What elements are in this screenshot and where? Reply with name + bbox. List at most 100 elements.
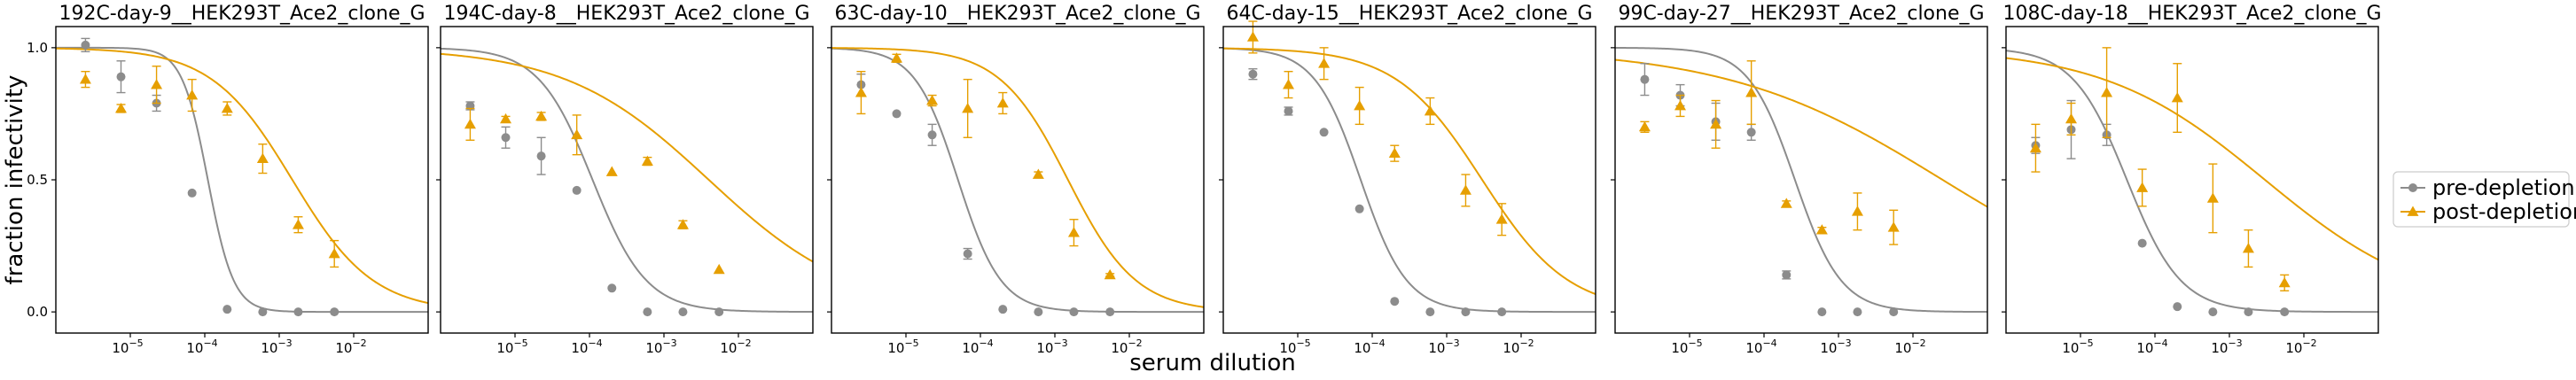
x-axis-title: serum dilution xyxy=(1129,350,1296,376)
plot-frame xyxy=(831,26,1205,334)
point-pre-depletion xyxy=(116,72,126,81)
point-post-depletion xyxy=(1851,206,1863,216)
fit-curve-post-depletion xyxy=(1614,58,1988,208)
point-post-depletion xyxy=(186,89,199,100)
point-post-depletion xyxy=(996,97,1009,108)
point-post-depletion xyxy=(1780,198,1792,208)
panel-title: 108C-day-18__HEK293T_Ace2_clone_G xyxy=(2002,3,2381,25)
legend-label: pre-depletion xyxy=(2432,175,2575,200)
point-pre-depletion xyxy=(1461,307,1471,317)
point-pre-depletion xyxy=(293,307,303,317)
x-tick-label: 10−4 xyxy=(2136,337,2167,356)
x-tick-label: 10−3 xyxy=(1820,337,1851,356)
x-tick-label: 10−2 xyxy=(1111,337,1142,356)
point-post-depletion xyxy=(1354,99,1366,111)
point-pre-depletion xyxy=(1069,307,1079,317)
point-post-depletion xyxy=(1388,147,1401,159)
point-post-depletion xyxy=(1710,118,1722,129)
x-tick-label: 10−2 xyxy=(1503,337,1534,356)
point-pre-depletion xyxy=(81,40,90,50)
legend-label: post-depletion xyxy=(2432,199,2576,224)
x-tick-label: 10−3 xyxy=(645,337,676,356)
point-pre-depletion xyxy=(1319,128,1329,137)
point-pre-depletion xyxy=(1889,307,1899,317)
point-pre-depletion xyxy=(2208,307,2218,317)
point-post-depletion xyxy=(2242,243,2254,253)
panel-title: 63C-day-10__HEK293T_Ace2_clone_G xyxy=(834,3,1200,25)
point-pre-depletion xyxy=(1640,74,1650,84)
fit-curve-pre-depletion xyxy=(56,46,428,314)
point-post-depletion xyxy=(2029,142,2041,153)
point-post-depletion xyxy=(292,219,304,229)
panel-3: 63C-day-10__HEK293T_Ace2_clone_G 10−5 10−4… xyxy=(827,3,1205,356)
point-post-depletion xyxy=(1745,87,1758,97)
point-pre-depletion xyxy=(1034,307,1043,317)
point-pre-depletion xyxy=(1782,270,1791,280)
fit-curve-post-depletion xyxy=(831,47,1205,308)
x-tick-label: 10−2 xyxy=(720,337,751,356)
point-post-depletion xyxy=(328,248,340,259)
y-axis-title: fraction infectivity xyxy=(2,75,28,285)
point-pre-depletion xyxy=(501,133,511,143)
y-tick-label: 0.5 xyxy=(27,172,48,188)
point-post-depletion xyxy=(891,52,903,63)
x-tick-label: 10−4 xyxy=(186,337,217,356)
x-tick-label: 10−5 xyxy=(496,337,527,356)
point-pre-depletion xyxy=(892,109,902,119)
panels: 192C-day-9__HEK293T_Ace2_clone_G 10−5 10−4… xyxy=(27,3,2381,356)
x-tick-label: 10−4 xyxy=(962,337,993,356)
fit-curve-pre-depletion xyxy=(1614,46,1988,314)
fit-curve-post-depletion xyxy=(1222,47,1596,296)
panel-6: 108C-day-18__HEK293T_Ace2_clone_G 10−5 10−… xyxy=(2002,3,2382,356)
x-tick-label: 10−3 xyxy=(2211,337,2242,356)
point-post-depletion xyxy=(256,152,269,164)
point-post-depletion xyxy=(1424,105,1436,116)
panel-4: 64C-day-15__HEK293T_Ace2_clone_G 10−5 10−4… xyxy=(1219,3,1596,356)
point-pre-depletion xyxy=(2280,307,2290,317)
x-tick-label: 10−4 xyxy=(1354,337,1385,356)
point-pre-depletion xyxy=(187,188,197,198)
point-pre-depletion xyxy=(1853,307,1862,317)
point-post-depletion xyxy=(2206,192,2219,203)
y-tick-label: 0.0 xyxy=(27,304,48,320)
point-post-depletion xyxy=(1638,120,1651,132)
point-post-depletion xyxy=(535,110,548,121)
point-post-depletion xyxy=(2171,92,2183,103)
panel-title: 192C-day-9__HEK293T_Ace2_clone_G xyxy=(59,3,425,25)
x-tick-label: 10−3 xyxy=(261,337,292,356)
x-tick-label: 10−5 xyxy=(112,337,143,356)
point-post-depletion xyxy=(1318,58,1331,68)
legend-frame xyxy=(2393,171,2570,228)
panel-2: 194C-day-8__HEK293T_Ace2_clone_G 10−5 10−4… xyxy=(436,3,814,356)
point-pre-depletion xyxy=(258,307,268,317)
point-post-depletion xyxy=(641,155,653,166)
plot-frame xyxy=(55,26,429,334)
x-tick-label: 10−3 xyxy=(1428,337,1459,356)
point-pre-depletion xyxy=(222,305,232,314)
y-tick-label: 1.0 xyxy=(27,40,48,56)
fit-curve-pre-depletion xyxy=(831,47,1204,314)
point-pre-depletion xyxy=(1746,128,1756,137)
panel-title: 64C-day-15__HEK293T_Ace2_clone_G xyxy=(1226,3,1592,25)
point-post-depletion xyxy=(500,112,512,124)
x-tick-label: 10−2 xyxy=(335,337,366,356)
point-pre-depletion xyxy=(1354,204,1364,213)
fit-curve-pre-depletion xyxy=(2005,50,2378,314)
point-pre-depletion xyxy=(678,307,688,317)
point-post-depletion xyxy=(2065,112,2078,124)
point-pre-depletion xyxy=(2244,307,2253,317)
legend-marker-pre-depletion xyxy=(2408,183,2417,192)
point-post-depletion xyxy=(1032,168,1044,179)
point-pre-depletion xyxy=(1248,69,1258,79)
fit-curve-pre-depletion xyxy=(440,47,813,314)
point-post-depletion xyxy=(2101,87,2113,97)
point-pre-depletion xyxy=(330,307,340,317)
point-post-depletion xyxy=(962,102,974,113)
point-pre-depletion xyxy=(1390,297,1400,306)
point-post-depletion xyxy=(926,95,939,105)
point-post-depletion xyxy=(1283,79,1295,89)
point-post-depletion xyxy=(571,128,583,140)
fit-curve-post-depletion xyxy=(2005,57,2379,261)
